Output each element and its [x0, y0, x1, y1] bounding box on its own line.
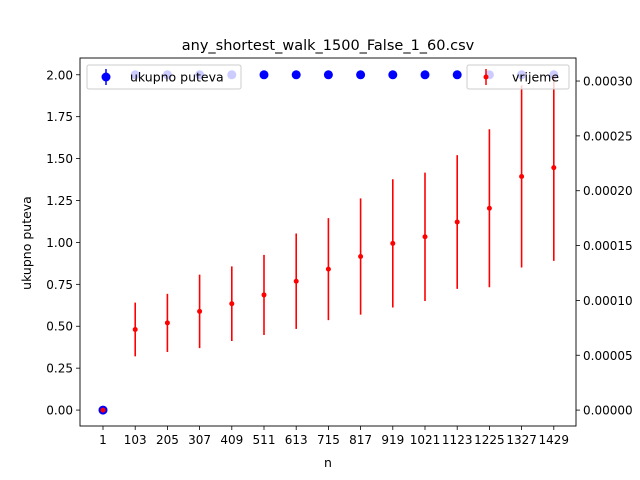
red-point	[293, 278, 299, 284]
y-right-tick-label: 0.00030	[583, 75, 633, 89]
chart-title: any_shortest_walk_1500_False_1_60.csv	[182, 38, 475, 54]
red-point	[486, 205, 492, 211]
y-right-tick-label: 0.00025	[583, 129, 633, 143]
y-tick-label: 2.00	[46, 68, 73, 82]
x-tick-label: 103	[124, 433, 147, 447]
x-tick-label: 307	[188, 433, 211, 447]
plot-area: 1 103 205 307 409 511 613 715 817 919 1021 1123 1225…	[46, 57, 633, 447]
blue-point	[388, 70, 398, 80]
blue-point	[420, 70, 430, 80]
red-point	[325, 266, 331, 272]
x-tick-label: 205	[156, 433, 179, 447]
blue-point	[291, 70, 301, 80]
y-right-tick-label: 0.00010	[583, 294, 633, 308]
y-tick-label: 0.00	[46, 404, 73, 418]
blue-point	[323, 70, 333, 80]
red-point	[197, 308, 203, 314]
blue-point	[356, 70, 366, 80]
legend-left-label: ukupno puteva	[130, 70, 224, 85]
x-tick-label: 817	[349, 433, 372, 447]
x-tick-label: 1	[99, 433, 107, 447]
x-tick-label: 511	[253, 433, 276, 447]
red-point	[390, 240, 396, 246]
red-point	[100, 407, 106, 413]
red-point	[551, 165, 557, 171]
y-right-tick-label: 0.00000	[583, 404, 633, 418]
y-tick-label: 1.00	[46, 236, 73, 250]
y-right-tick-label: 0.00005	[583, 349, 633, 363]
y-right-tick-label: 0.00015	[583, 239, 633, 253]
red-point	[519, 173, 525, 179]
y-tick-label: 0.50	[46, 320, 73, 334]
y-tick-label: 1.25	[46, 194, 73, 208]
x-tick-label: 1021	[410, 433, 441, 447]
red-point	[454, 219, 460, 225]
legend-left-marker-icon	[101, 72, 111, 82]
y-tick-label: 1.50	[46, 152, 73, 166]
axes-frame	[79, 57, 577, 427]
y-right-tick-label: 0.00020	[583, 184, 633, 198]
legend-right-box	[466, 64, 570, 90]
x-tick-label: 1123	[442, 433, 473, 447]
red-point	[261, 292, 267, 298]
x-tick-label: 1429	[539, 433, 570, 447]
blue-point	[452, 70, 462, 80]
y-tick-label: 0.75	[46, 278, 73, 292]
legend-left-box	[86, 64, 242, 90]
x-tick-label: 1225	[474, 433, 505, 447]
blue-point	[259, 70, 269, 80]
red-point	[358, 254, 364, 260]
red-point	[229, 301, 235, 307]
x-tick-label: 613	[285, 433, 308, 447]
legend-right-marker-icon	[483, 74, 489, 80]
x-tick-label: 919	[381, 433, 404, 447]
x-axis-label: n	[324, 455, 332, 470]
red-point	[422, 234, 428, 240]
y-axis-label: ukupno puteva	[19, 196, 34, 290]
red-point	[132, 326, 138, 332]
red-point	[164, 320, 170, 326]
x-tick-label: 1327	[506, 433, 537, 447]
x-tick-label: 409	[220, 433, 243, 447]
x-tick-label: 715	[317, 433, 340, 447]
legend-right-label: vrijeme	[512, 70, 559, 85]
y-tick-label: 1.75	[46, 110, 73, 124]
y-tick-label: 0.25	[46, 362, 73, 376]
